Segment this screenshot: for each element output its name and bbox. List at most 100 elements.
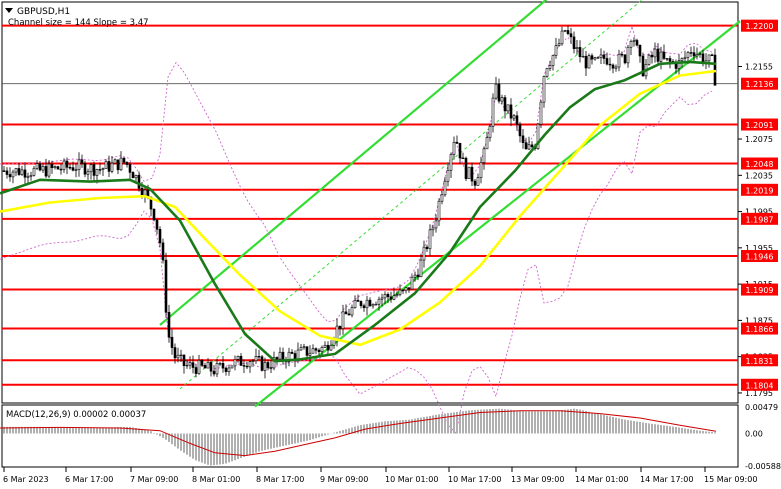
candle-body — [620, 54, 624, 56]
candle-body — [212, 370, 216, 375]
candle-body — [500, 97, 504, 102]
candle-body — [638, 44, 642, 57]
price-tick-label: 1.2035 — [745, 171, 773, 180]
macd-tick-label: -0.00588 — [745, 462, 781, 471]
envelope-bands — [0, 24, 713, 435]
candle-body — [113, 159, 117, 164]
candle-body — [356, 299, 360, 302]
candle-body — [542, 76, 546, 103]
candle-body — [617, 54, 621, 68]
candle-body — [191, 362, 195, 368]
level-label-box — [741, 250, 778, 263]
candle-body — [92, 164, 96, 176]
candle-body — [11, 171, 15, 178]
candle-body — [590, 55, 594, 60]
candle-body — [290, 351, 294, 354]
candle-body — [134, 175, 138, 179]
level-label-box — [741, 322, 778, 335]
candle-body — [311, 348, 315, 354]
candle-body — [158, 229, 162, 244]
candle-body — [299, 347, 303, 351]
candle-body — [431, 227, 435, 231]
candle-body — [317, 349, 321, 353]
level-label: 1.1831 — [746, 357, 774, 366]
candle-body — [593, 57, 597, 60]
ma-fast-line — [0, 60, 717, 363]
candle-body — [227, 367, 231, 372]
candle-body — [308, 352, 312, 356]
candle-body — [503, 97, 507, 112]
candle-body — [179, 354, 183, 357]
candle-body — [365, 299, 369, 309]
candle-body — [509, 104, 513, 119]
candle-body — [95, 169, 99, 176]
candle-body — [545, 68, 549, 77]
macd-label: MACD(12,26,9) 0.00002 0.00037 — [6, 410, 146, 420]
candle-body — [14, 168, 18, 173]
candle-body — [626, 46, 630, 64]
candle-body — [98, 169, 102, 171]
candle-body — [611, 64, 615, 69]
current-price-label: 1.2136 — [746, 80, 774, 89]
candle-body — [86, 171, 90, 175]
candle-body — [437, 200, 441, 222]
candle-body — [236, 355, 240, 360]
candle-body — [407, 287, 411, 290]
band-upper — [0, 24, 713, 323]
candle-body — [710, 54, 714, 57]
candle-body — [464, 157, 468, 179]
candle-body — [572, 36, 576, 49]
candle-body — [296, 349, 300, 360]
candle-body — [257, 356, 261, 358]
candle-body — [38, 163, 42, 171]
candle-body — [446, 169, 450, 182]
candle-body — [59, 168, 63, 171]
level-label: 1.2091 — [746, 121, 774, 130]
level-label: 1.1909 — [746, 286, 774, 295]
level-label: 1.2048 — [746, 160, 774, 169]
candle-body — [335, 325, 339, 340]
price-tick-label: 1.2155 — [745, 62, 773, 71]
candle-body — [248, 361, 252, 368]
candle-body — [8, 174, 12, 178]
candle-body — [506, 104, 510, 112]
candle-body — [461, 157, 465, 160]
candle-body — [677, 60, 681, 69]
candle-body — [41, 166, 45, 171]
candle-body — [23, 169, 27, 178]
candle-body — [197, 360, 201, 374]
candle-body — [467, 166, 471, 179]
candle-body — [689, 52, 693, 54]
candle-body — [152, 208, 156, 221]
candle-body — [155, 219, 159, 230]
level-label-box — [741, 183, 778, 196]
channel-middle-line — [179, 0, 643, 390]
candle-body — [80, 159, 84, 164]
candle-body — [44, 166, 48, 177]
dropdown-arrow-icon[interactable] — [5, 8, 13, 13]
time-tick-label: 7 Mar 09:00 — [130, 475, 178, 484]
candle-body — [161, 242, 165, 261]
candle-body — [665, 58, 669, 60]
level-label-box — [741, 212, 778, 225]
time-tick-label: 14 Mar 17:00 — [640, 475, 693, 484]
candle-body — [473, 180, 477, 186]
macd-signal-line — [0, 410, 717, 457]
candle-body — [122, 157, 126, 163]
candle-body — [575, 47, 579, 49]
candlesticks — [2, 25, 717, 379]
candle-body — [53, 166, 57, 169]
level-label-box — [741, 19, 778, 32]
candle-body — [302, 346, 306, 349]
candle-body — [566, 30, 570, 34]
current-price-box — [741, 77, 778, 90]
candle-body — [341, 311, 345, 329]
level-label-box — [741, 118, 778, 131]
candle-body — [527, 144, 531, 150]
candle-body — [176, 354, 180, 359]
candle-body — [479, 162, 483, 178]
level-label: 1.1804 — [746, 381, 774, 390]
candle-body — [413, 274, 417, 278]
candle-body — [476, 177, 480, 186]
